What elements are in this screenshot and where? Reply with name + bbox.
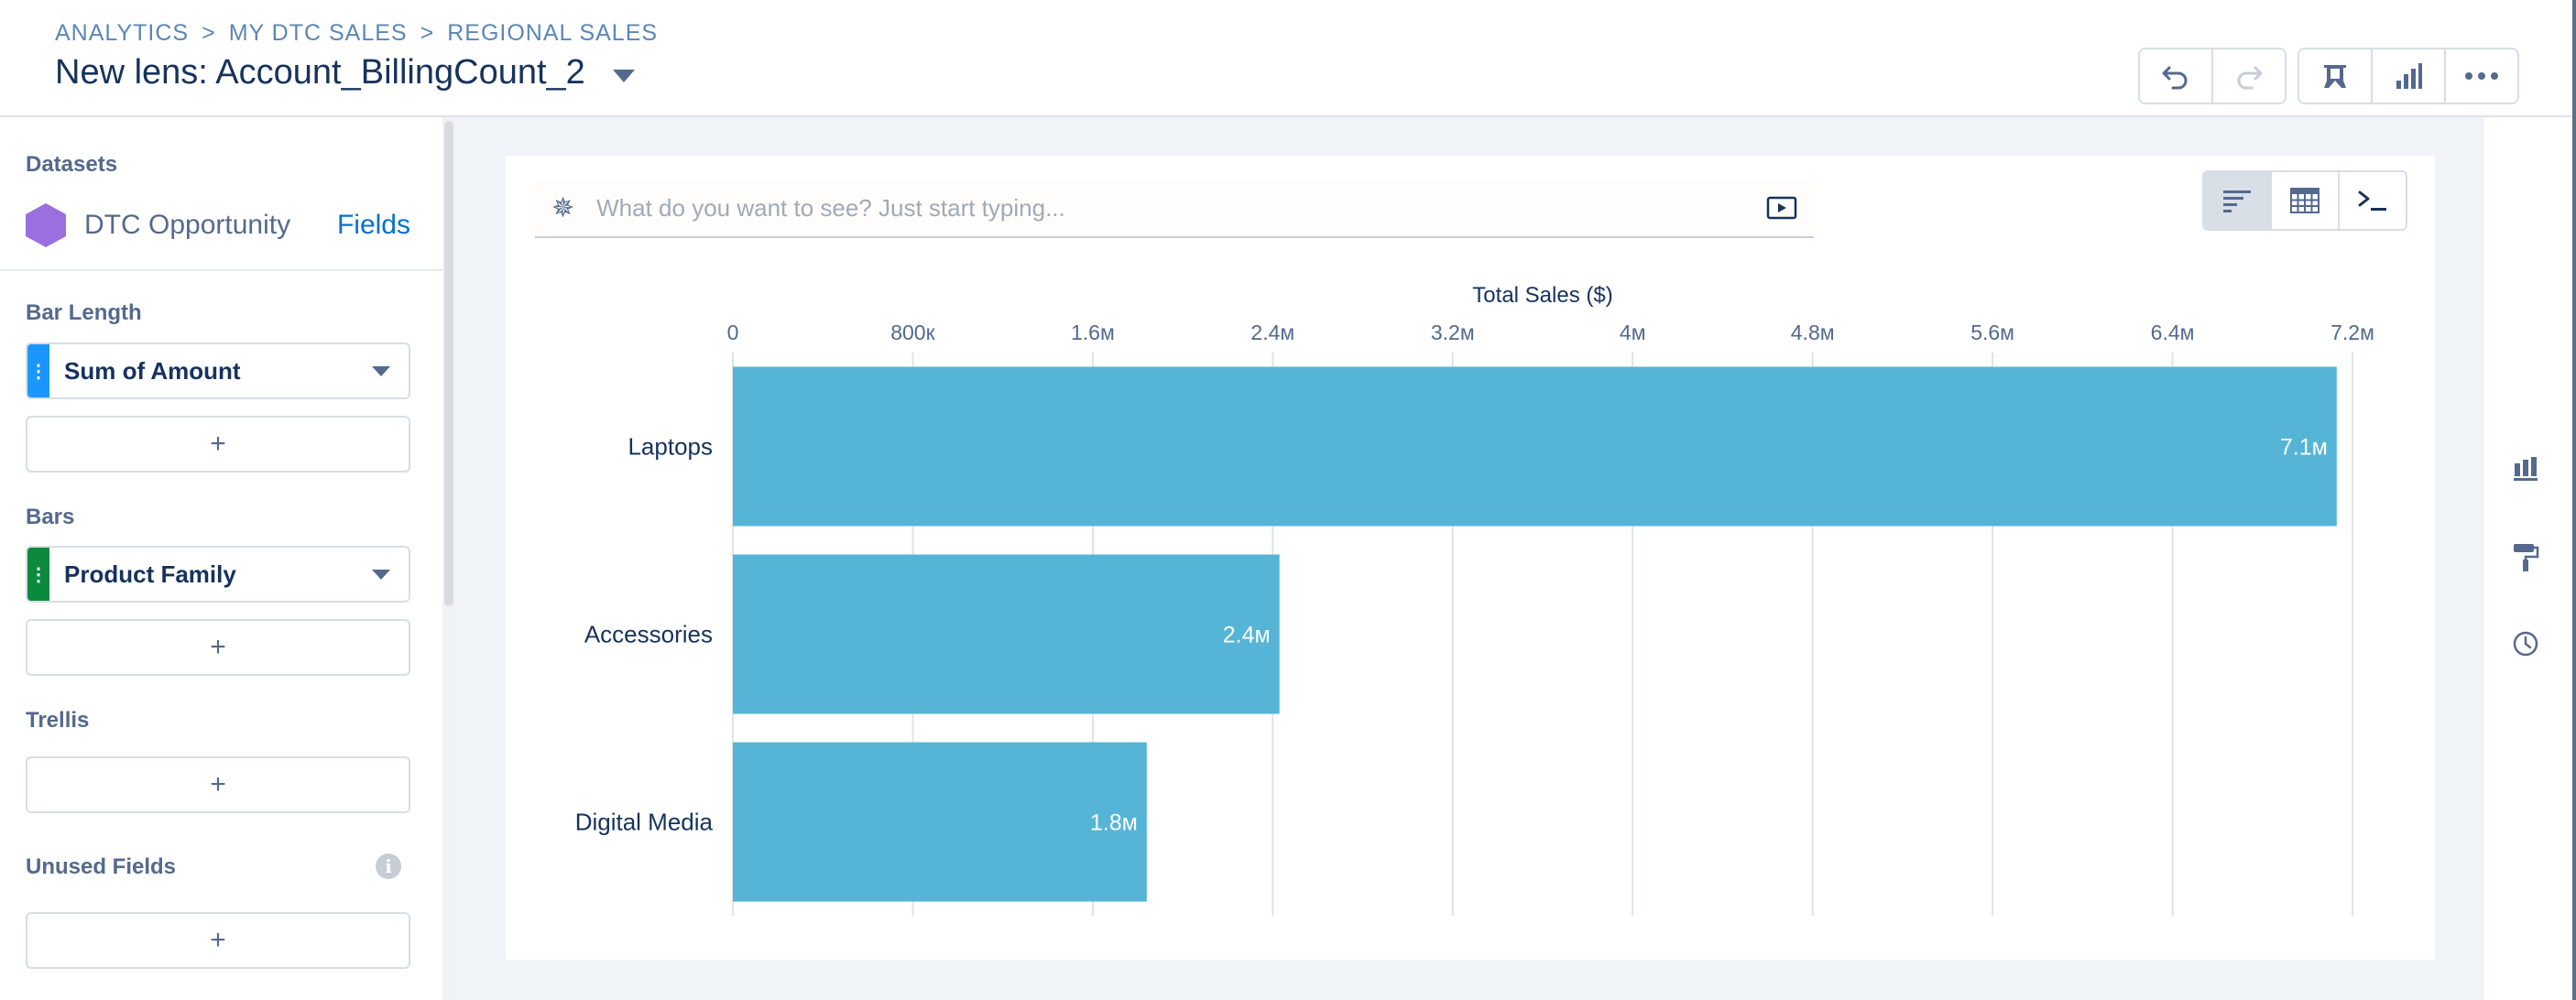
x-tick-label: 1.6м (1071, 321, 1115, 344)
chart-type-icon (2396, 63, 2422, 89)
chart-view-button[interactable] (2204, 172, 2272, 229)
bar[interactable] (733, 742, 1147, 902)
pin-icon (2324, 65, 2346, 88)
lens-header: ANALYTICS > MY DTC SALES > REGIONAL SALE… (0, 0, 2576, 117)
pin-button[interactable] (2299, 49, 2373, 103)
breadcrumb-item-analytics[interactable]: ANALYTICS (55, 20, 190, 46)
table-view-icon (2290, 188, 2319, 213)
category-label: Accessories (584, 621, 713, 648)
add-measure-button[interactable]: + (26, 416, 410, 473)
unused-fields-label: Unused Fields (26, 854, 177, 879)
run-query-icon[interactable] (1766, 196, 1797, 220)
bar-chart: Total Sales ($) 0 800к 1.6м 2.4м 3.2м 4м 4.8м 5.… (575, 283, 2374, 916)
breadcrumb-separator: > (202, 20, 216, 46)
dataset-name[interactable]: DTC Opportunity (84, 210, 291, 240)
drag-handle-icon[interactable]: ⋮ (27, 344, 49, 397)
redo-button[interactable] (2213, 49, 2285, 103)
breadcrumb-item-my-dtc-sales[interactable]: MY DTC SALES (228, 20, 408, 46)
fields-link[interactable]: Fields (336, 210, 410, 240)
chart-properties-icon[interactable] (2512, 454, 2539, 482)
breadcrumb: ANALYTICS > MY DTC SALES > REGIONAL SALE… (55, 20, 658, 47)
window-edge (2572, 0, 2576, 1000)
add-trellis-button[interactable]: + (26, 756, 410, 813)
bar-value-label: 2.4м (1223, 623, 1271, 648)
drag-handle-icon[interactable]: ⋮ (27, 548, 49, 601)
x-tick-label: 6.4м (2151, 321, 2195, 344)
x-tick-label: 800к (890, 321, 935, 344)
bar[interactable] (733, 554, 1280, 714)
x-tick-label: 0 (727, 321, 739, 344)
more-icon (2465, 72, 2498, 80)
bar-length-measure-pill[interactable]: ⋮ Sum of Amount (26, 342, 410, 399)
category-label: Laptops (628, 433, 713, 461)
category-label: Digital Media (575, 809, 714, 836)
bars-grouping-pill[interactable]: ⋮ Product Family (26, 546, 410, 603)
dataset-row: DTC Opportunity Fields (26, 201, 410, 249)
format-paint-icon[interactable] (2512, 542, 2539, 573)
page-title: New lens: Account_BillingCount_2 (55, 53, 585, 92)
panel-divider (0, 269, 442, 271)
lens-actions-group (2298, 48, 2519, 104)
add-unused-field-button[interactable]: + (26, 912, 410, 969)
bar-value-label: 1.8м (1090, 810, 1138, 836)
x-tick-label: 5.6м (1970, 321, 2014, 344)
x-tick-label: 4м (1620, 321, 1646, 344)
query-bar: ✵ (535, 179, 1814, 238)
query-mode-icon (2358, 190, 2386, 211)
add-grouping-button[interactable]: + (26, 619, 410, 676)
breadcrumb-item-regional-sales[interactable]: REGIONAL SALES (447, 20, 659, 46)
info-icon[interactable]: i (376, 853, 401, 879)
undo-button[interactable] (2140, 49, 2213, 103)
x-tick-label: 7.2м (2330, 321, 2374, 344)
view-mode-toggle (2202, 170, 2407, 231)
dataset-hexagon-icon (26, 203, 66, 247)
x-axis-title: Total Sales ($) (1472, 283, 1612, 308)
redo-icon (2237, 66, 2263, 90)
more-actions-button[interactable] (2446, 49, 2517, 103)
bar-value-label: 7.1м (2280, 435, 2328, 461)
table-view-button[interactable] (2272, 172, 2340, 229)
bar-length-measure-label: Sum of Amount (64, 356, 241, 385)
breadcrumb-separator: > (420, 20, 435, 46)
panel-scrollbar-thumb[interactable] (444, 121, 453, 606)
bars-label: Bars (26, 505, 75, 529)
bars-grouping-label: Product Family (64, 560, 236, 588)
x-tick-label: 3.2м (1431, 321, 1475, 344)
trellis-label: Trellis (26, 708, 90, 733)
x-tick-label: 2.4м (1250, 321, 1294, 344)
chart-view-icon (2223, 190, 2251, 212)
x-tick-label: 4.8м (1791, 321, 1835, 344)
datasets-label: Datasets (26, 152, 118, 177)
sparkle-icon: ✵ (551, 192, 575, 223)
undo-icon (2162, 66, 2188, 90)
chevron-down-icon[interactable] (372, 569, 390, 580)
query-mode-button[interactable] (2340, 172, 2406, 229)
chart-type-button[interactable] (2373, 49, 2446, 103)
right-rail (2484, 117, 2576, 1000)
chevron-down-icon[interactable] (372, 365, 390, 376)
bar[interactable] (733, 366, 2337, 527)
history-icon[interactable] (2512, 630, 2539, 658)
bar-length-label: Bar Length (26, 300, 142, 325)
undo-redo-group (2138, 48, 2287, 104)
title-menu-chevron-icon[interactable] (612, 69, 635, 82)
query-input[interactable] (595, 192, 1717, 223)
